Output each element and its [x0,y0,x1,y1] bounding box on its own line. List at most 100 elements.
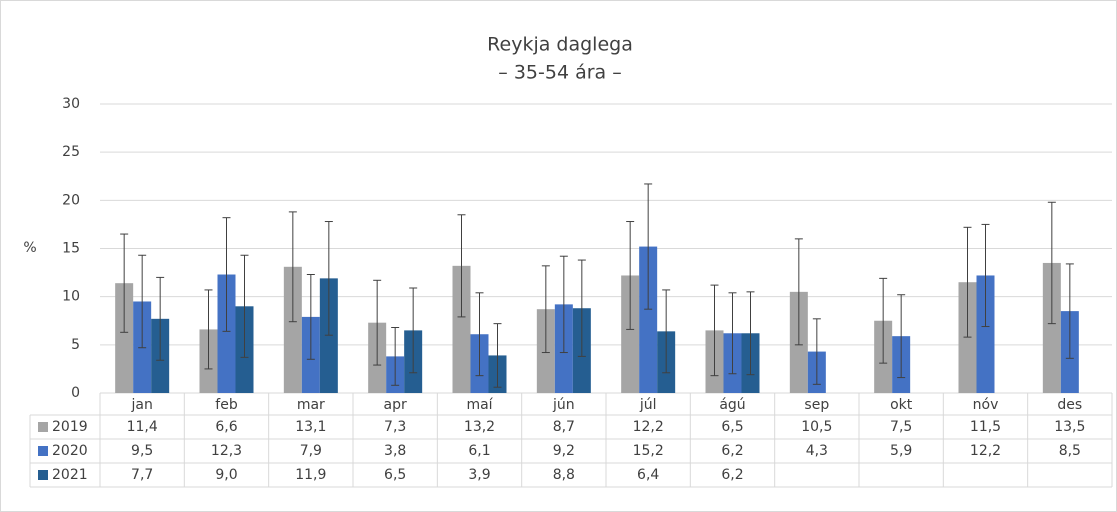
table-value: 12,2 [970,443,1001,459]
table-value: 7,3 [384,419,406,435]
y-axis-label: % [23,240,36,256]
table-value: 6,2 [721,467,743,483]
x-tick-label: mar [297,397,325,413]
error-bar [662,289,671,374]
x-tick-label: des [1057,397,1082,413]
error-bar [963,226,972,338]
table-value: 11,4 [127,419,158,435]
table-value: 6,5 [721,419,743,435]
x-tick-label: apr [384,397,407,413]
y-tick-label: 20 [62,192,80,208]
y-tick-label: 15 [62,241,80,257]
y-tick-label: 30 [62,96,80,112]
error-bar [644,183,653,310]
table-value: 6,4 [637,467,659,483]
table-value: 7,7 [131,467,153,483]
bar [639,246,658,393]
x-tick-label: maí [466,397,493,413]
x-tick-label: nóv [973,397,999,413]
error-bar [794,238,803,346]
y-tick-label: 25 [62,144,80,160]
table-value: 13,5 [1054,419,1085,435]
error-bar [373,279,382,366]
table-value: 12,2 [633,419,664,435]
x-tick-label: feb [215,397,238,413]
legend-label: 2019 [52,419,88,435]
error-bar [728,292,737,375]
error-bar [324,221,333,336]
table-value: 6,2 [721,443,743,459]
error-bar [1047,201,1056,325]
table-value: 7,9 [300,443,322,459]
error-bar [120,233,129,333]
table-value: 6,6 [215,419,237,435]
legend-swatch [38,470,48,480]
y-tick-label: 0 [71,385,80,401]
bar [621,275,640,393]
table-value: 13,2 [464,419,495,435]
bar [217,274,236,393]
table-value: 8,5 [1059,443,1081,459]
chart-subtitle: – 35-54 ára – [498,62,621,84]
error-bar [457,214,466,318]
error-bar [626,221,635,330]
table-value: 10,5 [801,419,832,435]
table-value: 13,1 [295,419,326,435]
y-tick-label: 5 [71,337,80,353]
table-value: 3,9 [468,467,490,483]
bar [115,283,134,393]
legend-label: 2021 [52,467,88,483]
table-value: 4,3 [806,443,828,459]
error-bar [577,259,586,357]
legend-label: 2020 [52,443,88,459]
error-bar [981,223,990,328]
error-bar [710,284,719,377]
error-bar [559,255,568,354]
table-value: 7,5 [890,419,912,435]
bar [976,275,995,393]
table-value: 5,9 [890,443,912,459]
table-value: 11,5 [970,419,1001,435]
table-value: 11,9 [295,467,326,483]
table-value: 15,2 [633,443,664,459]
error-bar [541,265,550,354]
error-bar [812,318,821,385]
x-tick-label: jan [130,397,152,413]
error-bar [306,274,315,360]
legend-swatch [38,446,48,456]
error-bar [879,277,888,364]
error-bar [138,254,147,349]
error-bar [1065,263,1074,359]
error-bar [475,292,484,377]
error-bar [746,291,755,376]
table-value: 8,7 [553,419,575,435]
bar [1042,262,1061,393]
chart-title: Reykja daglega [487,34,633,56]
x-tick-label: sep [804,397,829,413]
error-bar [288,211,297,323]
legend-swatch [38,422,48,432]
error-bar [222,217,231,332]
x-tick-label: ágú [719,397,745,413]
error-bar [240,254,249,358]
x-tick-label: okt [890,397,913,413]
table-value: 9,2 [553,443,575,459]
x-tick-label: júl [639,397,657,413]
table-value: 9,5 [131,443,153,459]
table-value: 6,1 [468,443,490,459]
error-bar [204,289,213,370]
error-bar [409,287,418,374]
error-bar [391,326,400,386]
x-tick-label: jún [552,397,575,413]
error-bar [156,276,165,361]
table-value: 9,0 [215,467,237,483]
table-value: 3,8 [384,443,406,459]
bar [452,265,471,393]
error-bar [897,294,906,379]
table-value: 8,8 [553,467,575,483]
y-tick-label: 10 [62,289,80,305]
bar [283,266,302,393]
error-bar [493,323,502,388]
